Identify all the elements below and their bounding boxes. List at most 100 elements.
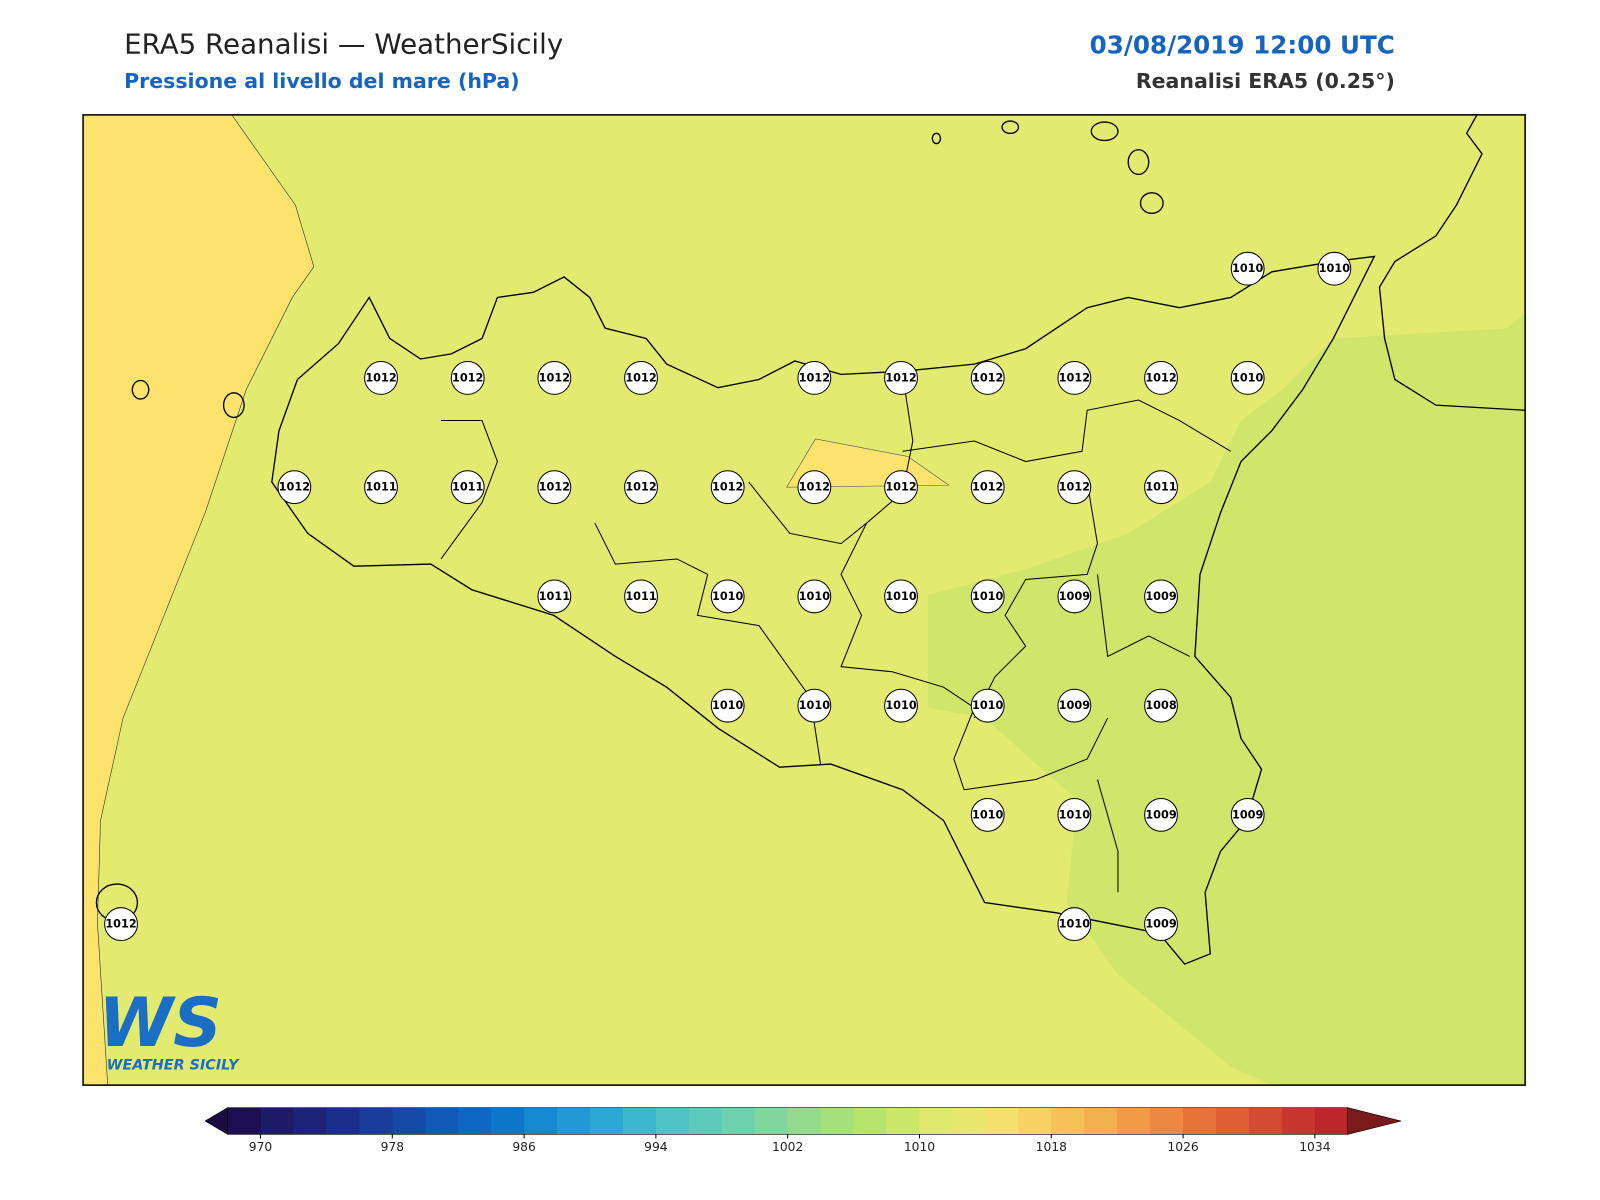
colorbar-tick-label: 978 [381, 1140, 404, 1154]
station-value: 1009 [1145, 918, 1177, 931]
station-marker [537, 579, 572, 614]
station: 1010 [1230, 251, 1265, 286]
island [131, 379, 150, 400]
station: 1012 [797, 470, 832, 505]
station: 1012 [624, 361, 658, 395]
station-marker [1144, 907, 1178, 942]
station: 1010 [1317, 251, 1352, 286]
station-value: 1010 [972, 699, 1004, 712]
station-marker [1144, 797, 1178, 832]
station: 1012 [450, 361, 485, 395]
map-frame [82, 114, 1526, 1086]
station-value: 1010 [1232, 262, 1264, 275]
station-marker [537, 361, 572, 395]
colorbar-segment [1314, 1107, 1349, 1135]
colorbar-segment [524, 1107, 558, 1135]
station-value: 1011 [539, 590, 571, 603]
colorbar-tick-label: 1010 [904, 1140, 935, 1154]
station: 1012 [970, 361, 1005, 395]
station-marker [624, 579, 658, 614]
colorbar-segment [425, 1107, 459, 1135]
colorbar-segment [1018, 1107, 1052, 1135]
stations: 1010 1010 1012 1012 1012 1012 1012 1012 1012 1012… [104, 251, 1352, 942]
station-marker [970, 470, 1005, 505]
station-value: 1010 [712, 699, 744, 712]
station: 1010 [970, 797, 1005, 832]
calabria-coast [1378, 114, 1526, 411]
station-marker [797, 579, 832, 614]
island [931, 132, 942, 145]
colorbar-segment [1281, 1107, 1316, 1135]
station: 1011 [450, 470, 485, 505]
station-value: 1012 [1059, 481, 1090, 494]
colorbar: 970 978 986 994 1002 1010 1018 1026 1034 [204, 1107, 1402, 1154]
station: 1010 [1230, 361, 1265, 395]
station-marker [884, 579, 918, 614]
station-marker [1144, 470, 1178, 505]
station-marker [970, 579, 1005, 614]
station-marker [450, 361, 485, 395]
colorbar-tick-label: 1002 [772, 1140, 803, 1154]
station: 1012 [970, 470, 1005, 505]
station: 1012 [537, 361, 572, 395]
station-value: 1012 [885, 371, 916, 384]
station-value: 1010 [1232, 371, 1264, 384]
colorbar-segment [1150, 1107, 1184, 1135]
station-value: 1010 [1059, 808, 1091, 821]
station-value: 1009 [1059, 699, 1091, 712]
station: 1012 [364, 361, 398, 395]
station-value: 1012 [799, 481, 830, 494]
islands [95, 120, 1164, 922]
colorbar-segment [787, 1107, 822, 1135]
station-value: 1010 [972, 590, 1004, 603]
colorbar-segment [721, 1107, 756, 1135]
colorbar-segment [853, 1107, 888, 1135]
station: 1012 [624, 470, 658, 505]
station-marker [884, 361, 918, 395]
station: 1010 [797, 579, 832, 614]
station: 1012 [104, 907, 138, 942]
station: 1009 [1057, 579, 1092, 614]
station-marker [1230, 361, 1265, 395]
station-marker [1057, 470, 1092, 505]
station-value: 1011 [625, 590, 657, 603]
station-marker [797, 688, 832, 723]
logo-mark: WS [98, 983, 221, 1062]
colorbar-segment [260, 1107, 295, 1135]
colorbar-segment [655, 1107, 690, 1135]
station: 1012 [884, 470, 918, 505]
station: 1012 [1144, 361, 1178, 395]
station-marker [970, 361, 1005, 395]
map-area: 1010 1010 1012 1012 1012 1012 1012 1012 1012 1012… [82, 114, 1526, 1086]
station-marker [710, 579, 745, 614]
station-marker [797, 361, 832, 395]
colorbar-segment [919, 1107, 953, 1135]
station-value: 1010 [799, 699, 831, 712]
colorbar-segment [820, 1107, 855, 1135]
station-marker [537, 470, 572, 505]
colorbar-segment [359, 1107, 393, 1135]
colorbar-segment [1248, 1107, 1283, 1135]
station-marker [797, 470, 832, 505]
colorbar-segment [326, 1107, 360, 1135]
station-value: 1010 [1059, 918, 1091, 931]
island [1139, 192, 1164, 214]
colorbar-segment [1182, 1107, 1217, 1135]
station: 1012 [537, 470, 572, 505]
colorbar-tick-label: 1026 [1167, 1140, 1198, 1154]
station-marker [884, 688, 918, 723]
station: 1012 [277, 470, 312, 505]
station-marker [1057, 907, 1092, 942]
station: 1009 [1230, 797, 1265, 832]
station-value: 1010 [712, 590, 744, 603]
station: 1010 [710, 688, 745, 723]
colorbar-segment [392, 1107, 426, 1135]
station-marker [970, 688, 1005, 723]
station-value: 1012 [1059, 371, 1090, 384]
station-marker [1057, 361, 1092, 395]
station-value: 1009 [1145, 590, 1177, 603]
station: 1008 [1144, 688, 1178, 723]
station: 1010 [970, 579, 1005, 614]
station-value: 1012 [1145, 371, 1176, 384]
station-marker [1144, 361, 1178, 395]
